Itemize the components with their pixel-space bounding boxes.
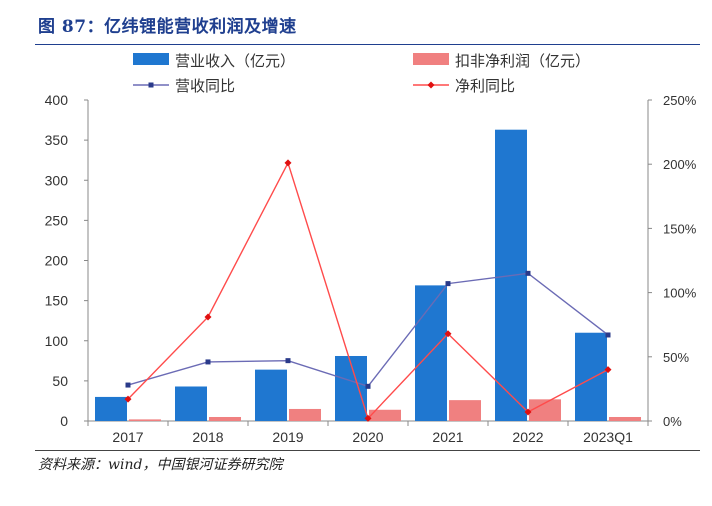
revenue-bar — [415, 285, 447, 421]
profit-yoy-marker — [524, 408, 532, 416]
bottom-rule — [35, 450, 700, 451]
y-left-tick-label: 250 — [45, 212, 69, 228]
profit-yoy-marker — [124, 395, 132, 403]
revenue-yoy-marker — [125, 382, 131, 388]
y-right-tick-label: 250% — [663, 93, 697, 108]
profit-yoy-marker — [204, 313, 212, 321]
chart-legend: 营业收入（亿元） 扣非净利润（亿元） 营收同比 净利同比 — [133, 53, 590, 95]
y-left-tick-label: 100 — [45, 333, 69, 349]
revenue-bar — [575, 332, 607, 421]
net-profit-bar — [529, 399, 561, 421]
legend-label: 扣非净利润（亿元） — [455, 53, 590, 70]
legend-item: 净利同比 — [413, 78, 515, 95]
y-right-tick-label: 100% — [663, 286, 697, 301]
net-profit-bar — [209, 416, 241, 421]
revenue-bar — [335, 355, 367, 421]
revenue-yoy-marker — [285, 358, 291, 364]
net-profit-bar — [449, 400, 481, 421]
profit-yoy-marker — [444, 330, 452, 338]
revenue-yoy-marker — [365, 383, 371, 389]
legend-marker — [427, 81, 435, 89]
y-left-tick-label: 300 — [45, 172, 69, 188]
legend-label: 营收同比 — [175, 78, 235, 95]
revenue-yoy-marker — [525, 270, 531, 276]
legend-item: 扣非净利润（亿元） — [413, 53, 590, 70]
revenue-bar — [255, 369, 287, 421]
figure-title: 图 87：亿纬锂能营收利润及增速 — [38, 17, 297, 37]
legend-item: 营业收入（亿元） — [133, 53, 295, 70]
y-left-tick-label: 50 — [52, 373, 68, 389]
x-tick-label: 2018 — [192, 429, 223, 445]
chart-bars — [95, 129, 641, 421]
y-left-tick-label: 200 — [45, 253, 69, 269]
y-left-tick-label: 150 — [45, 293, 69, 309]
revenue-yoy-marker — [605, 332, 611, 338]
profit-yoy-marker — [364, 414, 372, 422]
legend-item: 营收同比 — [133, 78, 235, 95]
y-right-tick-label: 50% — [663, 350, 689, 365]
x-tick-label: 2019 — [272, 429, 303, 445]
x-tick-label: 2017 — [112, 429, 143, 445]
y-left-tick-label: 400 — [45, 92, 69, 108]
chart-lines — [124, 159, 612, 422]
revenue-bar — [95, 396, 127, 421]
y-right-tick-label: 0% — [663, 414, 682, 429]
legend-swatch — [133, 53, 169, 65]
x-tick-label: 2023Q1 — [583, 429, 633, 445]
net-profit-bar — [289, 408, 321, 421]
legend-swatch — [413, 53, 449, 65]
legend-label: 净利同比 — [455, 78, 515, 95]
y-left-tick-label: 350 — [45, 132, 69, 148]
x-tick-label: 2022 — [512, 429, 543, 445]
net-profit-bar — [369, 409, 401, 421]
profit-yoy-marker — [284, 159, 292, 167]
legend-label: 营业收入（亿元） — [175, 53, 295, 70]
profit-yoy-marker — [604, 366, 612, 374]
x-tick-label: 2021 — [432, 429, 463, 445]
y-right-tick-label: 150% — [663, 221, 697, 236]
y-right-tick-label: 200% — [663, 157, 697, 172]
legend-marker — [148, 82, 154, 88]
title-rule — [35, 44, 700, 45]
revenue-yoy-marker — [205, 359, 211, 365]
net-profit-bar — [129, 419, 161, 421]
y-left-tick-label: 0 — [60, 413, 68, 429]
profit-yoy-line — [127, 161, 609, 420]
revenue-yoy-line — [127, 272, 609, 388]
revenue-yoy-marker — [445, 281, 451, 287]
source-note: 资料来源：wind，中国银河证券研究院 — [38, 457, 283, 473]
x-tick-label: 2020 — [352, 429, 383, 445]
net-profit-bar — [609, 416, 641, 421]
revenue-bar — [175, 386, 207, 421]
